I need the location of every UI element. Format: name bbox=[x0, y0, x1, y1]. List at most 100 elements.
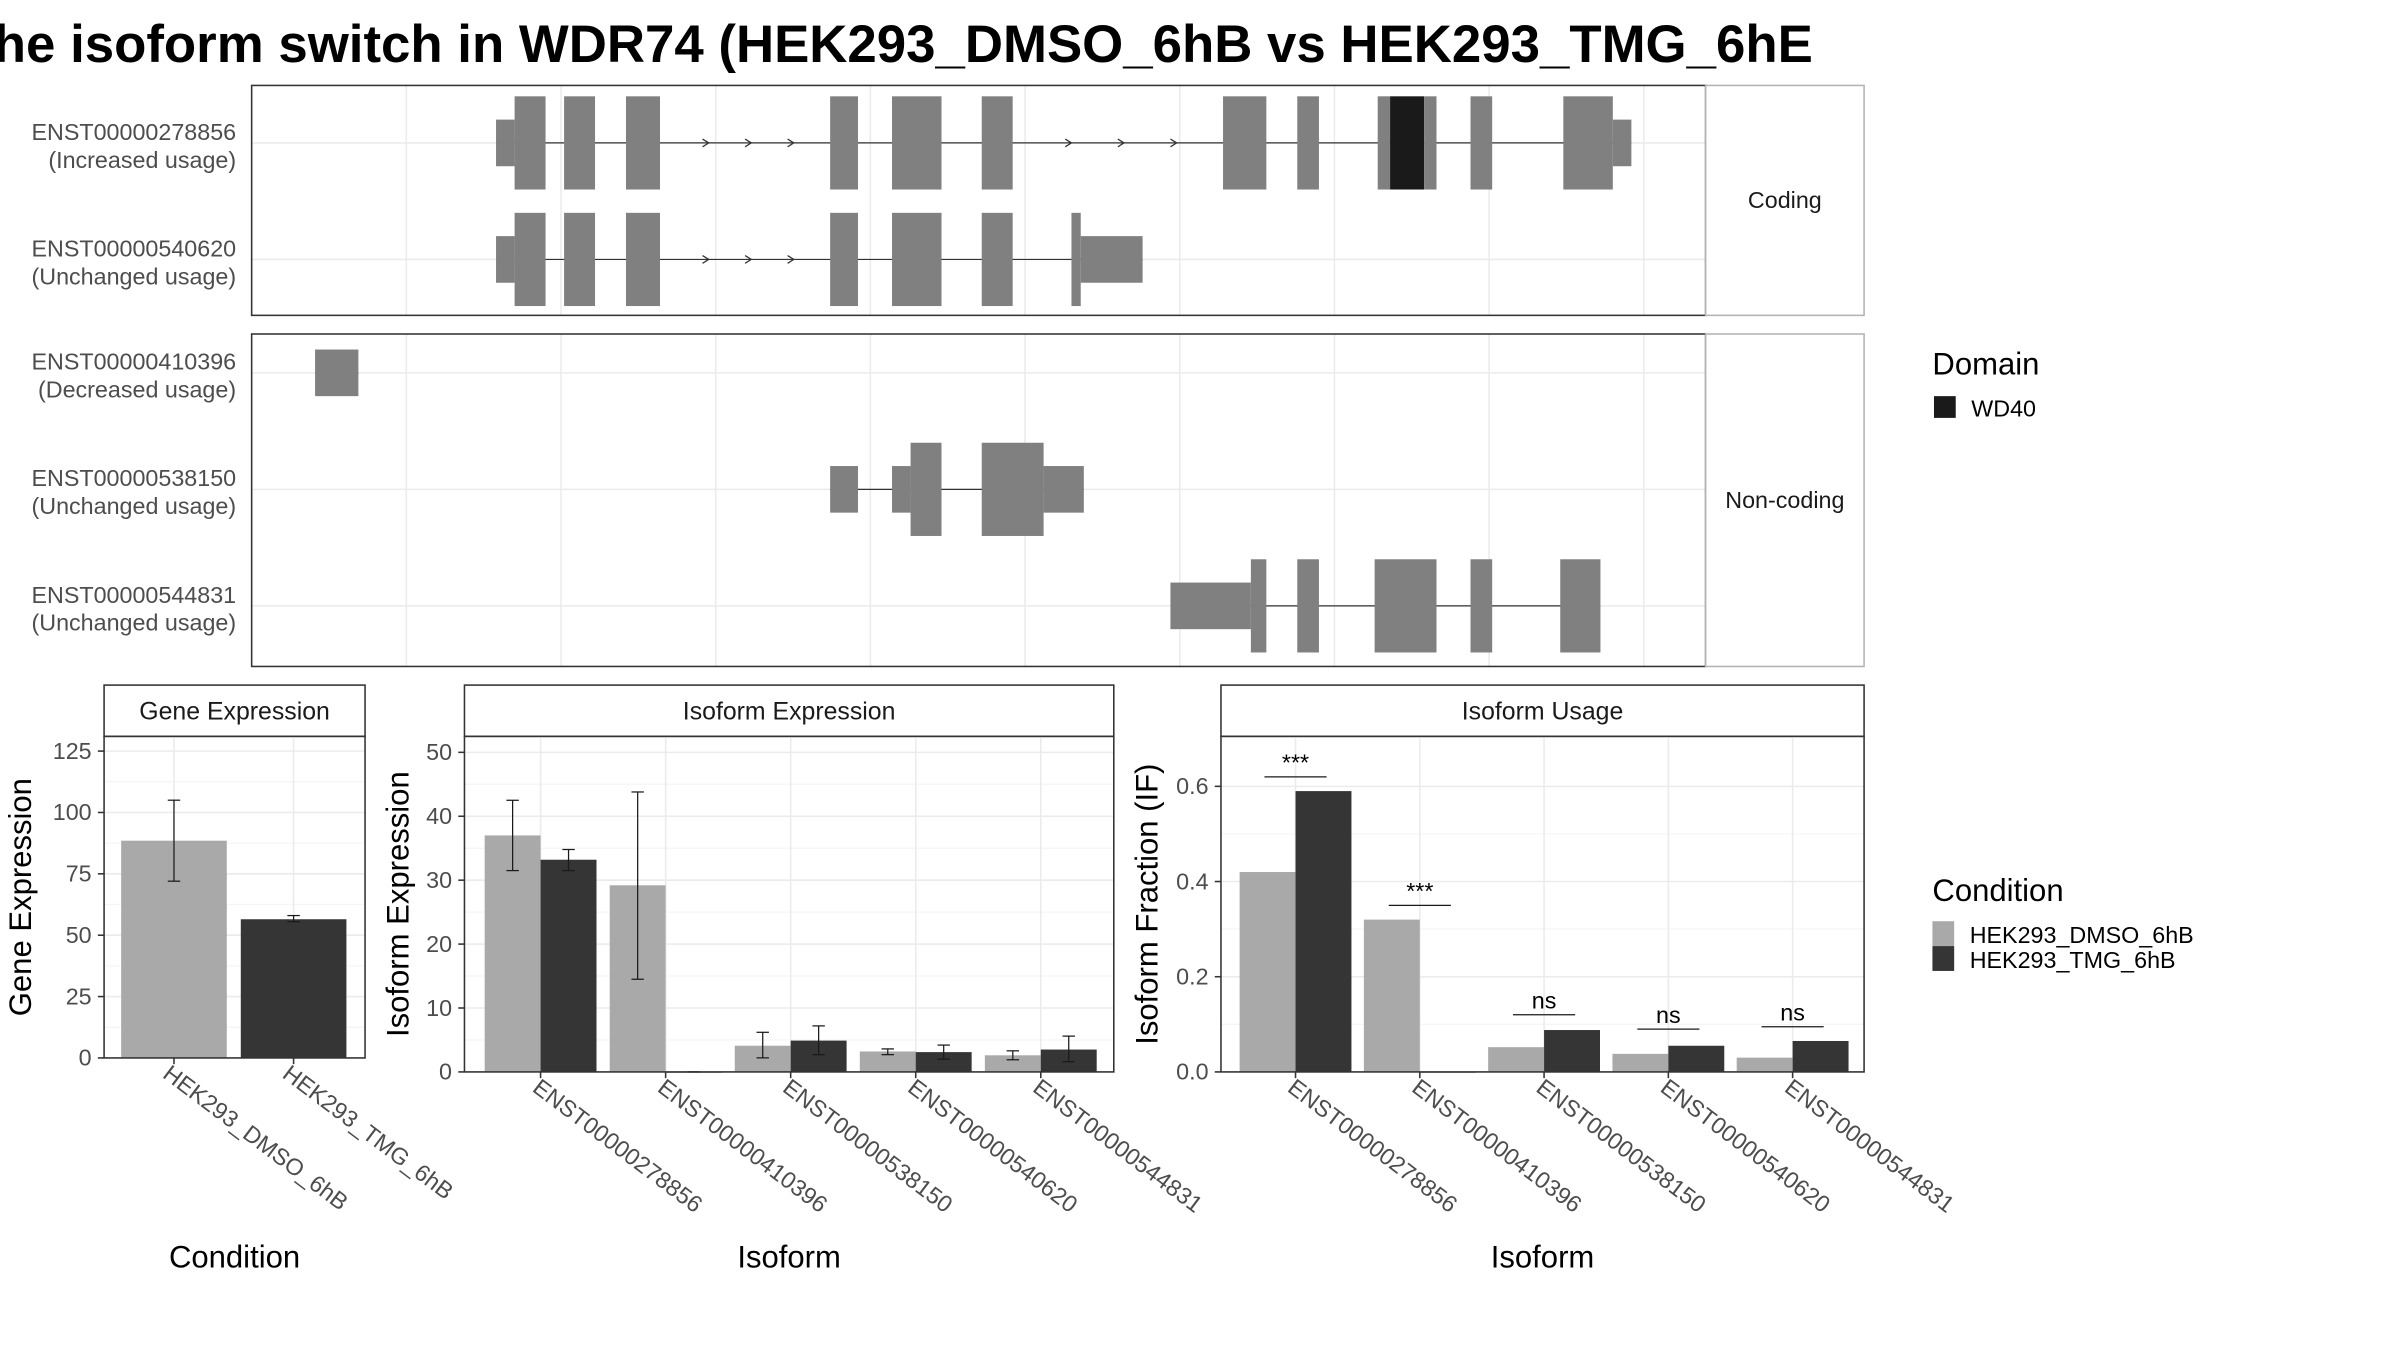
transcript-strand-arrow-enst00000278856-4 bbox=[1117, 138, 1126, 148]
exon-enst00000544831-5 bbox=[1560, 559, 1601, 653]
facet-strip-non-coding bbox=[1704, 333, 1865, 668]
transcript-usage-label-enst00000278856: (Increased usage) bbox=[48, 147, 236, 173]
exon-enst00000278856-2 bbox=[564, 96, 596, 190]
transcript-strand-arrow-enst00000278856-3 bbox=[1064, 138, 1073, 148]
transcript-strand-arrow-enst00000278856-2 bbox=[787, 138, 795, 148]
exon-enst00000278856-9 bbox=[1377, 96, 1391, 190]
exon-enst00000538150-1 bbox=[892, 466, 911, 513]
transcript-panel-non-coding-bg bbox=[251, 334, 1706, 667]
chart-isoform-usage-bar-s0-4 bbox=[1736, 1057, 1793, 1072]
chart-isoform-usage-significance-label-0: *** bbox=[1282, 750, 1309, 776]
exon-enst00000278856-6 bbox=[981, 96, 1013, 190]
exon-enst00000540620-4 bbox=[830, 212, 858, 307]
transcript-strand-arrow-enst00000540620-2 bbox=[787, 255, 795, 264]
page-title: he isoform switch in WDR74 (HEK293_DMSO_… bbox=[0, 15, 1813, 74]
chart-gene-expression-ytick-label-4: 100 bbox=[53, 799, 92, 825]
chart-isoform-usage-significance-label-4: ns bbox=[1780, 999, 1805, 1025]
transcript-usage-label-enst00000410396: (Decreased usage) bbox=[38, 377, 236, 403]
chart-isoform-usage-ytick-label-1: 0.2 bbox=[1176, 963, 1208, 989]
transcript-usage-label-enst00000538150: (Unchanged usage) bbox=[31, 493, 236, 519]
exon-enst00000544831-0 bbox=[1170, 582, 1251, 630]
exon-enst00000540620-7 bbox=[1071, 212, 1081, 307]
exon-enst00000540620-5 bbox=[892, 212, 942, 307]
chart-isoform-expression-ytick-label-4: 40 bbox=[426, 803, 452, 829]
exon-enst00000538150-4 bbox=[1043, 466, 1084, 513]
chart-isoform-usage-ytick-label-3: 0.6 bbox=[1176, 773, 1208, 799]
chart-gene-expression-ytick-label-3: 75 bbox=[66, 861, 92, 887]
exon-enst00000540620-6 bbox=[981, 212, 1013, 307]
transcript-id-label-enst00000540620: ENST00000540620 bbox=[31, 235, 236, 261]
chart-gene-expression-y-axis-title: Gene Expression bbox=[3, 778, 38, 1016]
condition-legend-key-dmso bbox=[1932, 921, 1955, 947]
exon-enst00000278856-14 bbox=[1612, 119, 1632, 167]
chart-isoform-usage-border bbox=[1220, 735, 1865, 1073]
chart-gene-expression-ytick-label-0: 0 bbox=[79, 1045, 92, 1071]
chart-gene-expression-ytick-label-1: 25 bbox=[66, 983, 92, 1009]
chart-isoform-expression-ytick-label-0: 0 bbox=[439, 1059, 452, 1085]
chart-isoform-usage-bar-s0-2 bbox=[1488, 1047, 1545, 1072]
chart-isoform-expression-bar-s1-0 bbox=[540, 859, 597, 1072]
exon-enst00000278856-10 bbox=[1390, 96, 1425, 190]
facet-strip-non-coding-label: Non-coding bbox=[1725, 487, 1844, 513]
chart-isoform-usage-bar-s1-3 bbox=[1668, 1045, 1725, 1072]
exon-enst00000278856-7 bbox=[1223, 96, 1267, 190]
condition-legend: Condition HEK293_DMSO_6hB HEK293_TMG_6hB bbox=[1932, 873, 2194, 973]
exon-enst00000540620-1 bbox=[514, 212, 546, 307]
condition-legend-key-tmg bbox=[1932, 946, 1955, 971]
chart-isoform-usage-ytick-label-0: 0.0 bbox=[1176, 1059, 1208, 1085]
chart-isoform-usage-title: Isoform Usage bbox=[1462, 698, 1624, 725]
chart-gene-expression-ytick-label-5: 125 bbox=[53, 738, 92, 764]
chart-isoform-usage-bar-s1-4 bbox=[1792, 1040, 1849, 1072]
exon-enst00000544831-4 bbox=[1470, 559, 1493, 653]
exon-enst00000540620-8 bbox=[1080, 236, 1143, 283]
chart-gene-expression-title-strip bbox=[103, 684, 366, 738]
transcript-strand-arrow-enst00000278856-5 bbox=[1170, 138, 1178, 148]
domain-legend-label-wd40: WD40 bbox=[1971, 395, 2036, 421]
chart-isoform-expression-ytick-label-1: 10 bbox=[426, 995, 452, 1021]
exon-enst00000278856-13 bbox=[1563, 96, 1613, 190]
transcript-id-label-enst00000544831: ENST00000544831 bbox=[31, 582, 236, 608]
exon-enst00000538150-2 bbox=[910, 442, 942, 536]
chart-isoform-usage-significance-label-3: ns bbox=[1656, 1002, 1681, 1028]
chart-isoform-expression-bar-s0-0 bbox=[484, 835, 541, 1072]
chart-isoform-expression-bar-s0-4 bbox=[984, 1055, 1041, 1072]
exon-enst00000278856-1 bbox=[514, 96, 546, 190]
transcript-strand-arrow-enst00000278856-0 bbox=[702, 138, 710, 148]
chart-isoform-usage-bar-s1-0 bbox=[1295, 791, 1352, 1072]
transcript-id-label-enst00000538150: ENST00000538150 bbox=[31, 465, 236, 491]
transcript-panel-coding-bg bbox=[251, 85, 1706, 316]
chart-isoform-usage-ytick-label-2: 0.4 bbox=[1176, 868, 1208, 894]
transcript-usage-label-enst00000540620: (Unchanged usage) bbox=[31, 263, 236, 289]
chart-isoform-usage-title-strip bbox=[1220, 684, 1865, 738]
chart-isoform-expression-y-axis-title: Isoform Expression bbox=[381, 771, 416, 1037]
chart-gene-expression-border bbox=[103, 735, 366, 1059]
chart-isoform-expression-bar-s0-3 bbox=[859, 1051, 916, 1072]
facet-strip-coding-label: Coding bbox=[1748, 187, 1822, 213]
exon-enst00000540620-0 bbox=[496, 236, 515, 283]
chart-isoform-usage-bar-s0-1 bbox=[1363, 919, 1420, 1072]
exon-enst00000278856-0 bbox=[496, 119, 515, 167]
chart-isoform-expression-bar-s1-3 bbox=[915, 1052, 972, 1072]
exon-enst00000544831-1 bbox=[1250, 559, 1267, 653]
chart-gene-expression-title: Gene Expression bbox=[139, 698, 330, 725]
chart-isoform-usage-y-axis-title: Isoform Fraction (IF) bbox=[1129, 764, 1164, 1045]
domain-legend: Domain WD40 bbox=[1932, 346, 2039, 421]
chart-isoform-expression-ytick-label-3: 30 bbox=[426, 867, 452, 893]
chart-isoform-expression-title: Isoform Expression bbox=[683, 698, 896, 725]
chart-isoform-usage-significance-label-2: ns bbox=[1532, 988, 1557, 1014]
chart-gene-expression-x-axis-title: Condition bbox=[169, 1240, 300, 1275]
chart-isoform-expression-x-axis-title: Isoform bbox=[737, 1240, 841, 1275]
exon-enst00000278856-4 bbox=[830, 96, 858, 190]
exon-enst00000278856-3 bbox=[625, 96, 661, 190]
chart-isoform-expression-ytick-label-5: 50 bbox=[426, 739, 452, 765]
facet-strip-coding bbox=[1704, 84, 1865, 317]
condition-legend-label-dmso: HEK293_DMSO_6hB bbox=[1970, 922, 2194, 948]
chart-gene-expression-ytick-label-2: 50 bbox=[66, 922, 92, 948]
exon-enst00000278856-12 bbox=[1470, 96, 1493, 190]
exon-enst00000544831-2 bbox=[1297, 559, 1319, 653]
chart-gene-expression-bar-1 bbox=[240, 919, 347, 1058]
condition-legend-title: Condition bbox=[1932, 873, 2063, 908]
exon-enst00000540620-3 bbox=[625, 212, 661, 307]
exon-enst00000540620-2 bbox=[564, 212, 596, 307]
